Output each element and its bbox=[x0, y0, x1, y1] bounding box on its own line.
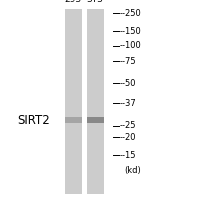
Text: SIRT2: SIRT2 bbox=[18, 114, 50, 127]
Text: --20: --20 bbox=[120, 132, 136, 142]
Text: --75: --75 bbox=[120, 56, 137, 66]
Bar bbox=[86, 117, 104, 123]
Text: --100: --100 bbox=[120, 42, 142, 50]
Text: --37: --37 bbox=[120, 98, 137, 108]
Text: --25: --25 bbox=[120, 121, 136, 130]
Text: 3T3: 3T3 bbox=[87, 0, 103, 4]
Bar bbox=[64, 117, 82, 123]
Text: 293: 293 bbox=[64, 0, 82, 4]
Text: --250: --250 bbox=[120, 8, 142, 18]
Text: --50: --50 bbox=[120, 78, 136, 88]
Bar bbox=[64, 9, 82, 194]
Text: (kd): (kd) bbox=[124, 166, 141, 176]
Text: --15: --15 bbox=[120, 150, 136, 160]
Bar bbox=[86, 9, 104, 194]
Text: --150: --150 bbox=[120, 26, 142, 36]
